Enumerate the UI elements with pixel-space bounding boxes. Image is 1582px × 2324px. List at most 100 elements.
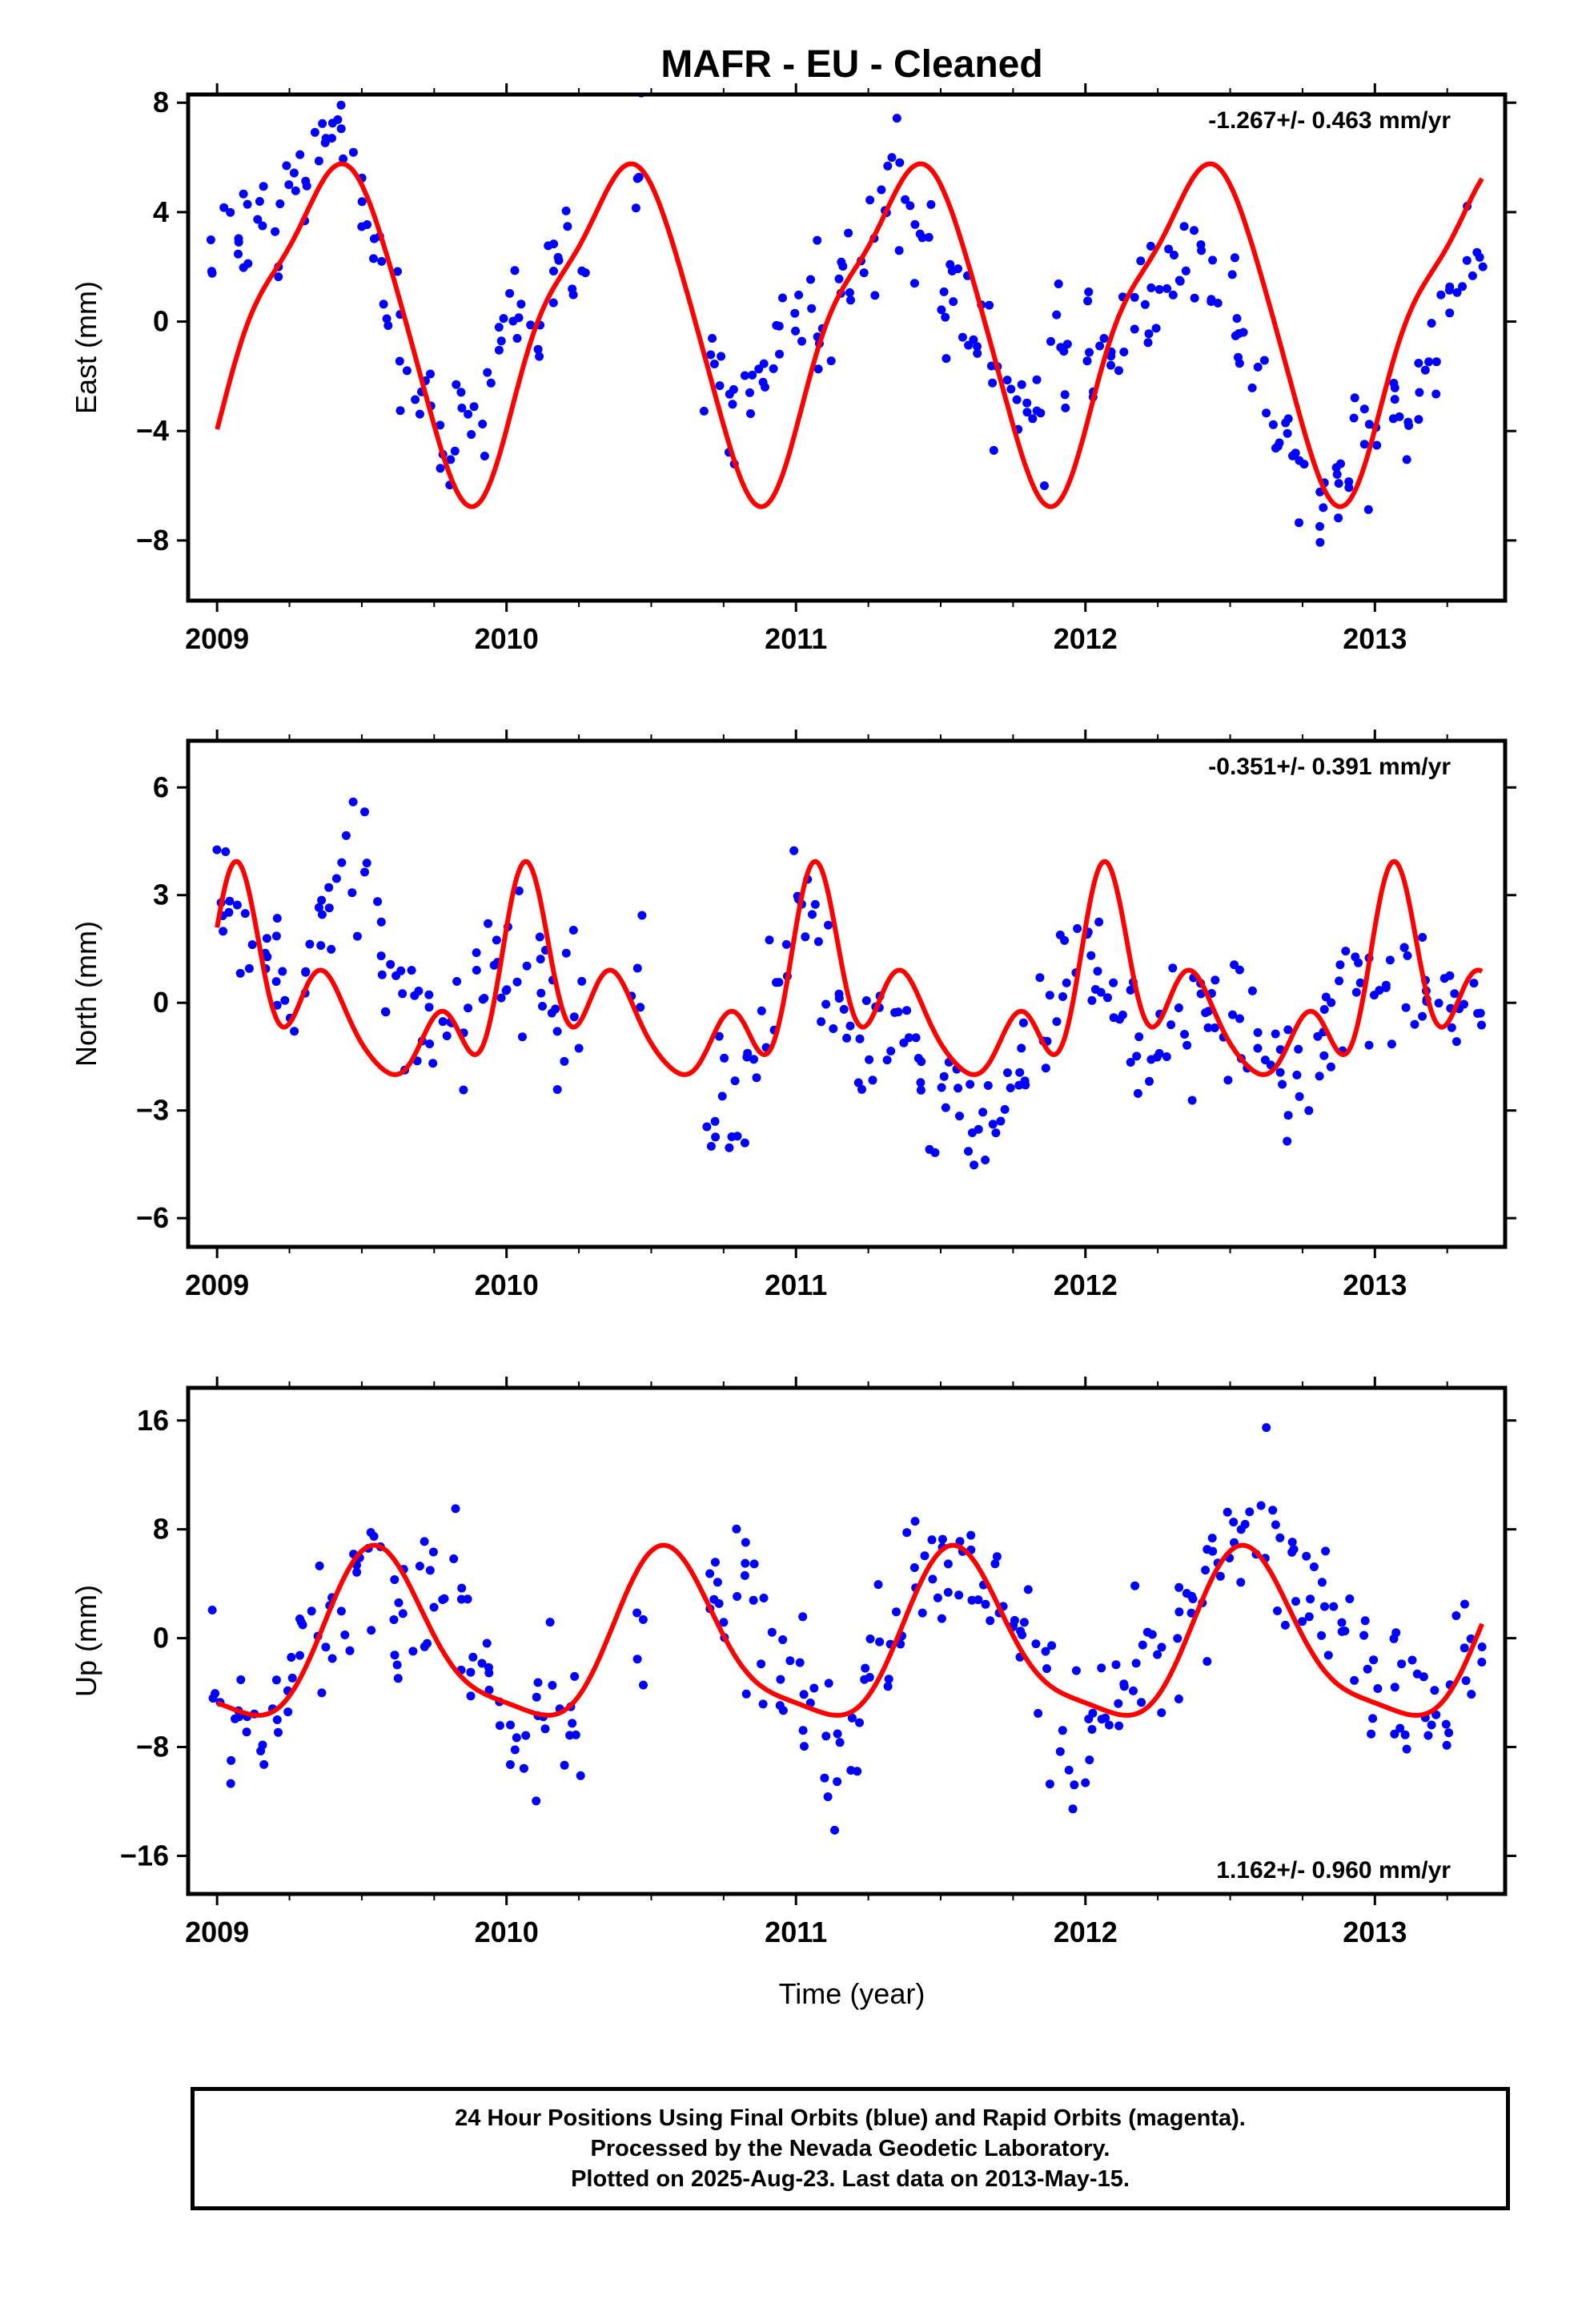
data-point <box>398 1609 408 1618</box>
data-point <box>1181 266 1191 275</box>
data-point <box>1114 1721 1124 1731</box>
data-point <box>991 1128 1001 1138</box>
x-tick-label: 2009 <box>185 1269 249 1301</box>
data-point <box>725 1143 734 1152</box>
data-point <box>234 234 243 243</box>
data-point <box>946 259 955 269</box>
data-point <box>949 297 958 307</box>
data-point <box>1460 1643 1469 1653</box>
data-point <box>958 332 967 342</box>
data-point <box>316 941 326 951</box>
data-point <box>317 1688 327 1698</box>
data-point <box>713 1578 722 1587</box>
data-point <box>1369 1655 1379 1665</box>
data-point <box>865 1055 874 1064</box>
data-point <box>758 1699 768 1709</box>
data-point <box>1304 1612 1314 1622</box>
data-point <box>1329 1602 1339 1611</box>
data-point <box>510 1745 520 1755</box>
data-point <box>301 967 311 977</box>
y-axis-title: East (mm) <box>70 281 102 414</box>
data-point <box>1410 1019 1419 1029</box>
data-point <box>860 1675 869 1684</box>
data-point <box>1145 1076 1154 1086</box>
data-point <box>519 1763 528 1773</box>
caption-line-1: 24 Hour Positions Using Final Orbits (bl… <box>455 2105 1246 2131</box>
data-point <box>235 968 245 978</box>
data-point <box>258 1740 267 1750</box>
data-point <box>1402 1744 1411 1754</box>
data-point <box>989 445 998 455</box>
data-point <box>224 907 234 917</box>
data-point <box>315 1561 324 1570</box>
data-point <box>884 1675 893 1684</box>
data-point <box>352 1567 362 1577</box>
data-point <box>415 409 424 419</box>
data-point <box>1229 1518 1239 1527</box>
data-point <box>207 1606 217 1614</box>
data-point <box>632 963 642 973</box>
data-point <box>1174 1607 1184 1617</box>
data-point <box>1367 1729 1376 1739</box>
data-point <box>801 932 810 942</box>
data-point <box>1291 448 1300 458</box>
data-point <box>221 847 231 856</box>
data-point <box>1337 1618 1347 1627</box>
y-tick-label: 0 <box>153 986 169 1019</box>
data-point <box>357 197 367 207</box>
data-point <box>1447 1023 1456 1032</box>
data-point <box>749 1559 759 1569</box>
data-point <box>484 919 493 928</box>
data-point <box>1114 366 1123 376</box>
data-point <box>902 1006 912 1015</box>
data-point <box>730 1076 740 1086</box>
data-point <box>1118 1010 1127 1019</box>
data-point <box>741 1558 750 1568</box>
data-point <box>1375 986 1384 995</box>
data-point <box>1268 1506 1278 1515</box>
data-point <box>423 1638 432 1648</box>
data-point <box>720 1053 729 1063</box>
data-point <box>1289 1545 1299 1554</box>
data-point <box>1032 375 1042 384</box>
data-point <box>438 1595 448 1604</box>
data-point <box>776 1675 785 1684</box>
data-point <box>937 1614 946 1623</box>
data-point <box>514 887 524 895</box>
data-point <box>1170 251 1178 259</box>
data-point <box>714 1031 724 1041</box>
data-point <box>1062 978 1071 987</box>
data-point <box>1012 395 1022 404</box>
x-tick-label: 2012 <box>1054 1916 1118 1948</box>
data-point <box>807 304 817 313</box>
data-point <box>992 1552 1002 1562</box>
y-tick-label: −3 <box>136 1094 169 1127</box>
data-point <box>1140 300 1150 309</box>
data-point <box>928 1574 938 1584</box>
data-point <box>1253 362 1263 372</box>
data-point <box>1427 1720 1436 1730</box>
data-point <box>904 1033 913 1043</box>
data-point <box>877 185 886 195</box>
data-point <box>1136 256 1146 266</box>
data-point <box>1019 1618 1029 1627</box>
data-point <box>883 1682 893 1691</box>
data-point <box>702 1122 712 1132</box>
data-point <box>1335 960 1345 970</box>
data-point <box>1146 283 1156 292</box>
data-point <box>855 1718 864 1727</box>
data-point <box>1223 1507 1232 1517</box>
data-point <box>1400 1730 1410 1739</box>
data-point <box>1061 403 1070 412</box>
data-point <box>1047 1641 1057 1651</box>
data-point <box>540 1724 550 1734</box>
y-axis-title: North (mm) <box>70 921 102 1067</box>
data-point <box>1232 314 1242 324</box>
rate-annotation: -1.267+/- 0.463 mm/yr <box>1208 107 1451 134</box>
data-point <box>571 1730 580 1739</box>
data-point <box>1292 1070 1302 1080</box>
data-point <box>398 989 408 999</box>
data-point <box>910 1517 920 1526</box>
data-point <box>1015 1068 1025 1077</box>
